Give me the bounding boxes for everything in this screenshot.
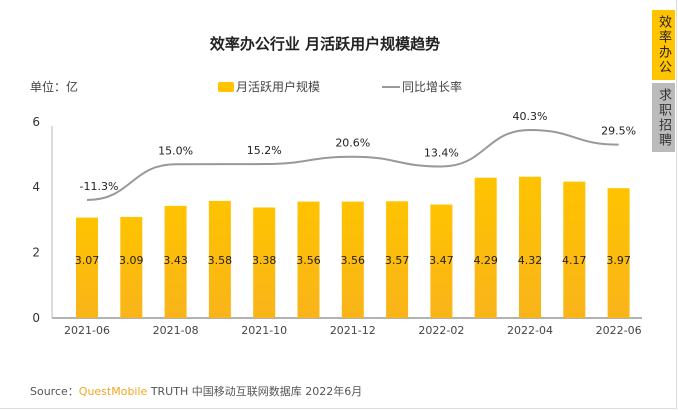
bar <box>120 216 143 318</box>
bar <box>474 177 497 318</box>
bar-value-label: 3.43 <box>163 254 188 267</box>
source-text: TRUTH 中国移动互联网数据库 2022年6月 <box>150 385 363 398</box>
bar-value-label: 3.56 <box>341 254 366 267</box>
y-tick-label: 2 <box>32 246 40 260</box>
bar-value-label: 3.58 <box>208 254 233 267</box>
growth-line <box>86 128 619 201</box>
bar-value-label: 3.07 <box>75 254 100 267</box>
bar <box>341 201 364 318</box>
unit-label: 单位：亿 <box>30 80 79 94</box>
bar-value-label: 4.32 <box>518 254 543 267</box>
bar-value-label: 3.57 <box>385 254 410 267</box>
legend-line-swatch <box>382 85 400 88</box>
bar <box>76 217 98 318</box>
x-tick-label: 2022-02 <box>418 324 464 337</box>
bar <box>607 188 630 318</box>
legend-line: 同比增长率 <box>382 78 462 95</box>
bar-value-label: 3.47 <box>429 254 454 267</box>
x-tick-label: 2021-12 <box>330 324 376 337</box>
bar <box>386 201 409 318</box>
source-note: Source：QuestMobile TRUTH 中国移动互联网数据库 2022… <box>30 383 362 399</box>
growth-label: -11.3% <box>80 180 119 193</box>
x-tick-label: 2021-06 <box>64 324 110 337</box>
x-tick-label: 2022-04 <box>507 324 553 337</box>
legend-line-label: 同比增长率 <box>402 80 463 94</box>
bar <box>430 204 453 318</box>
tab-job-hunting[interactable]: 求职招聘 <box>652 83 675 152</box>
chart-title: 效率办公行业 月活跃用户规模趋势 <box>209 35 441 53</box>
x-tick-label: 2022-06 <box>596 324 642 337</box>
bar <box>164 205 187 318</box>
legend-bar-label: 月活跃用户规模 <box>236 80 321 94</box>
legend-bar: 月活跃用户规模 <box>218 78 320 95</box>
growth-label: 20.6% <box>335 137 370 150</box>
tab-efficiency-office[interactable]: 效率办公 <box>652 10 675 80</box>
growth-label: 40.3% <box>513 110 548 123</box>
bar-value-label: 3.56 <box>296 254 321 267</box>
bar <box>519 176 541 318</box>
bar-value-label: 3.38 <box>252 254 277 267</box>
growth-label: 13.4% <box>424 146 459 159</box>
y-tick-label: 4 <box>32 180 40 194</box>
bar-value-label: 3.97 <box>606 254 631 267</box>
growth-label: 15.2% <box>247 144 282 157</box>
bar-value-label: 4.29 <box>473 254 498 267</box>
source-prefix: Source： <box>30 385 79 398</box>
x-tick-label: 2021-10 <box>241 324 287 337</box>
bar <box>563 181 586 318</box>
bar-value-label: 4.17 <box>562 254 587 267</box>
source-brand: QuestMobile <box>78 385 148 398</box>
x-tick-label: 2021-08 <box>153 324 199 337</box>
y-tick-label: 6 <box>32 115 40 129</box>
growth-label: 29.5% <box>601 125 636 138</box>
bar <box>253 207 276 318</box>
bar <box>297 201 320 318</box>
y-tick-label: 0 <box>32 311 40 325</box>
bar <box>208 200 231 318</box>
legend-bar-swatch <box>218 81 234 92</box>
growth-label: 15.0% <box>158 144 193 157</box>
bar-value-label: 3.09 <box>119 254 144 267</box>
